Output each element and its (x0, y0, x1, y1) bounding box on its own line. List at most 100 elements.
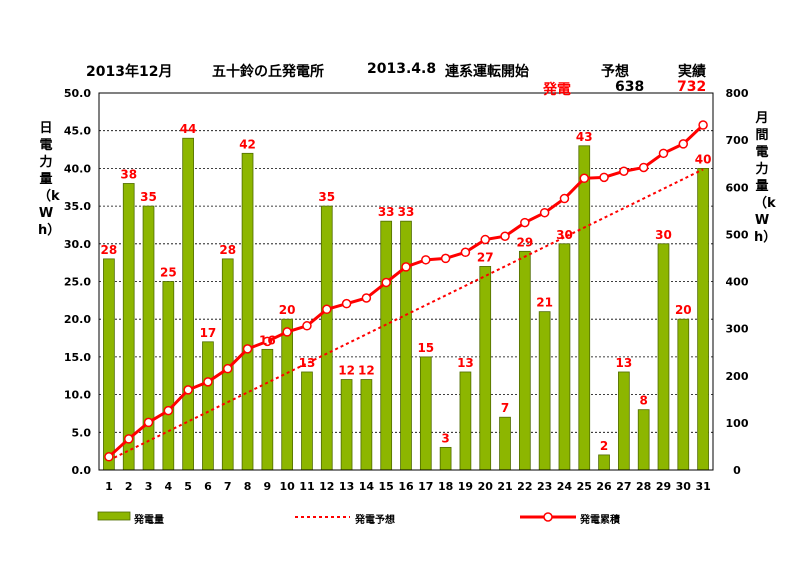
bar-value-label: 2 (600, 439, 608, 453)
bar (518, 250, 531, 471)
plot-frame (98, 92, 714, 471)
x-tick-label: 18 (438, 480, 453, 493)
x-tick-label: 13 (339, 480, 354, 493)
bar-value-label: 25 (160, 266, 177, 280)
x-tick-label: 25 (577, 480, 592, 493)
cumulative-point (203, 377, 213, 387)
legend (97, 511, 576, 522)
bar-value-label: 30 (556, 228, 573, 242)
bar-value-label: 44 (180, 122, 197, 136)
cumulative-point (322, 304, 332, 315)
bar (162, 281, 175, 471)
bar-value-label: 40 (695, 152, 712, 166)
cumulative-point (520, 217, 530, 228)
y-right-tick-label: 200 (726, 370, 749, 383)
y-right-tick-label: 700 (726, 134, 749, 147)
cumulative-point (341, 298, 352, 309)
bar (499, 416, 511, 471)
bar-value-label: 20 (279, 303, 296, 317)
bar (380, 220, 393, 471)
bar (697, 167, 709, 471)
x-tick-label: 3 (145, 480, 153, 493)
cumulative-point (678, 139, 689, 149)
x-tick-label: 19 (458, 480, 473, 493)
bar (657, 243, 670, 471)
y-right-tick-label: 0 (733, 464, 741, 477)
x-tick-label: 26 (596, 480, 612, 493)
gen-label: 発電 (543, 82, 571, 98)
cumulative-point (222, 363, 233, 374)
bar-value-label: 43 (576, 130, 593, 144)
bar-value-label: 20 (675, 303, 692, 317)
bar (439, 446, 452, 471)
cumulative-point (539, 207, 550, 218)
right-axis-title: 月間電力量（kWh） (754, 111, 777, 245)
bar (479, 266, 492, 471)
bar-value-label: 17 (200, 326, 217, 340)
y-left-tick-label: 0.0 (72, 464, 92, 477)
cumulative-point (123, 434, 134, 444)
cumulative-point (579, 173, 590, 184)
y-left-tick-label: 10.0 (64, 389, 91, 402)
x-tick-label: 7 (224, 480, 232, 493)
bar (241, 152, 254, 471)
x-tick-label: 1 (105, 480, 113, 493)
cumulative-point (658, 148, 669, 159)
bar (459, 371, 472, 471)
bar-series (103, 137, 709, 471)
cumulative-point (480, 234, 490, 245)
bar-value-label: 33 (378, 205, 395, 219)
cumulative-point (638, 162, 649, 173)
bar-value-label: 35 (140, 190, 157, 204)
cumulative-point (302, 321, 312, 331)
forecast-series-line (108, 168, 704, 462)
bar (142, 205, 155, 471)
bar (202, 341, 214, 471)
x-tick-label: 5 (184, 480, 192, 493)
y-left-tick-label: 25.0 (64, 276, 91, 289)
cumulative-point (381, 277, 391, 288)
bar (320, 205, 333, 471)
y-left-tick-label: 30.0 (64, 238, 91, 251)
legend-bar-swatch (97, 511, 131, 521)
bar-value-label: 30 (655, 228, 672, 242)
y-right-tick-label: 300 (726, 323, 749, 336)
y-left-tick-label: 40.0 (64, 162, 91, 175)
bar-value-label: 21 (536, 296, 553, 310)
cumulative-point (282, 327, 292, 337)
cumulative-point (104, 452, 114, 462)
bar (261, 348, 274, 471)
y-left-tick-label: 50.0 (64, 87, 91, 100)
x-tick-label: 23 (537, 480, 552, 493)
y-left-tick-label: 5.0 (72, 426, 92, 439)
bar-value-label: 28 (101, 243, 118, 257)
y-right-tick-label: 500 (726, 228, 749, 241)
bar (301, 371, 313, 471)
y-right-tick-label: 100 (726, 417, 749, 430)
cumulative-point (361, 293, 372, 303)
bar-value-label: 7 (501, 401, 509, 415)
cumulative-point (183, 385, 193, 395)
cumulative-point (143, 417, 154, 428)
cumulative-point (559, 193, 570, 204)
left-axis-title: 日電力量（kWh） (38, 121, 61, 238)
bar (598, 454, 610, 471)
x-tick-label: 4 (164, 480, 172, 493)
bar (400, 220, 412, 471)
bar-value-label: 42 (239, 137, 256, 151)
legend-cumulative-label: 発電累積 (580, 515, 620, 526)
bar (637, 409, 650, 471)
actual-value: 732 (677, 79, 707, 95)
bar (103, 258, 115, 471)
legend-bar-label: 発電量 (134, 515, 164, 526)
x-tick-label: 22 (517, 480, 532, 493)
forecast-value: 638 (615, 79, 645, 95)
bar (578, 145, 591, 471)
cumulative-point (698, 120, 708, 130)
bar-value-label: 3 (441, 431, 449, 445)
x-tick-label: 21 (497, 480, 512, 493)
chart-title-status: 連系運転開始 (445, 64, 529, 80)
cumulative-point (242, 344, 253, 354)
x-tick-label: 9 (264, 480, 272, 493)
bar-value-label: 16 (259, 333, 276, 347)
